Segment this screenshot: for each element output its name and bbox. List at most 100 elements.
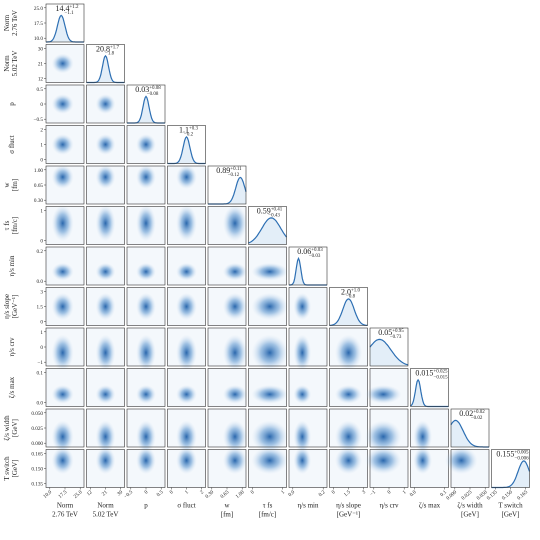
y-axis-label: ζ/s width (3, 415, 11, 441)
density-blob (365, 420, 402, 454)
x-tick-label: 0 (331, 489, 337, 496)
x-tick-label: 0 (386, 489, 392, 496)
density-blob (95, 384, 116, 404)
estimate-upper: +1.2 (69, 5, 79, 10)
density-blob (176, 384, 197, 404)
density-blob (136, 134, 156, 155)
y-tick-label: 25.0 (34, 6, 43, 12)
y-tick-label: 30 (38, 46, 44, 52)
estimate-upper: +0.03 (311, 248, 323, 253)
estimate-lower: −0.43 (268, 214, 280, 219)
estimate-annotation: 20.8+1.7 −1.8 (96, 45, 120, 57)
panel-frame (126, 368, 166, 407)
density-blob (222, 292, 248, 321)
density-blob (136, 292, 156, 321)
x-axis-label: τ fs (263, 502, 273, 510)
estimate-lower: −0.08 (147, 92, 159, 97)
estimate-annotation: 0.06+0.03 −0.03 (297, 247, 323, 259)
density-blob (95, 164, 116, 190)
panel-frame (86, 84, 125, 124)
panel-frame (410, 408, 449, 448)
panel-frame (126, 287, 166, 326)
density-blob (293, 292, 312, 321)
y-tick-label: 0.165 (31, 451, 43, 457)
panel-frame (207, 408, 247, 448)
x-axis-label: Norm (97, 502, 114, 510)
x-axis-label: T switch (498, 502, 523, 510)
density-blob (293, 384, 312, 404)
y-tick-label: 3 (40, 289, 43, 295)
y-axis-label: T switch (3, 456, 11, 481)
density-blob (222, 420, 248, 454)
density-blob (51, 262, 74, 281)
x-tick-label: 0.150 (501, 489, 514, 501)
panel-frame (329, 368, 368, 407)
y-axis-unit: [GeV] (11, 460, 19, 478)
density-fill (86, 55, 125, 83)
density-blob (51, 292, 74, 321)
density-blob (51, 204, 74, 242)
density-blob (334, 334, 363, 371)
panel-frame (410, 368, 449, 407)
y-tick-label: 12 (38, 77, 44, 83)
panel-frame (207, 368, 247, 407)
density-fill (208, 177, 246, 204)
panel-frame (450, 408, 490, 448)
x-axis-unit: 5.02 TeV (93, 511, 119, 519)
y-tick-label: 0.65 (34, 183, 43, 189)
panel-frame (288, 287, 328, 326)
density-blob (176, 164, 197, 190)
panel-frame (126, 327, 166, 367)
density-blob (136, 446, 156, 475)
estimate-value: 0.89 (216, 166, 230, 175)
density-blob (51, 53, 74, 74)
x-tick-label: 0.025 (460, 489, 473, 501)
panel-frame (207, 287, 247, 326)
density-fill (167, 136, 206, 164)
density-blob (251, 292, 289, 321)
panel-frame (207, 327, 247, 367)
estimate-value: 2.0 (341, 288, 351, 297)
panel-frame (248, 368, 287, 407)
x-tick-label: 0 (169, 489, 175, 496)
y-axis-label: Norm (3, 14, 11, 31)
y-axis-unit: [fm/c] (11, 217, 19, 235)
y-tick-label: −1 (37, 360, 43, 366)
density-blob (95, 446, 116, 475)
panel-frame (167, 165, 206, 205)
y-tick-label: 0.0 (37, 279, 44, 285)
x-tick-label: 0.2 (318, 489, 327, 498)
density-curve (369, 338, 409, 366)
x-tick-label: 1.00 (235, 489, 246, 500)
estimate-upper: +0.005 (514, 451, 529, 456)
y-axis-unit: 5.02 TeV (11, 51, 19, 77)
density-blob (51, 446, 74, 475)
y-axis-label: η/s crv (8, 337, 16, 357)
panel-frame (45, 206, 85, 245)
density-blob (136, 164, 156, 190)
density-fill (370, 339, 408, 366)
panel-frame (369, 368, 409, 407)
density-fill (46, 15, 84, 42)
estimate-lower: −0.73 (390, 335, 402, 340)
density-blob (413, 446, 433, 475)
y-tick-label: 0.050 (31, 411, 43, 417)
density-blob (95, 134, 116, 155)
panel-frame (86, 287, 125, 326)
x-tick-label: 0 (143, 489, 149, 496)
density-blob (176, 292, 197, 321)
y-tick-label: 1.5 (37, 305, 44, 311)
estimate-value: 0.05 (378, 328, 392, 337)
y-tick-label: 10.0 (34, 36, 43, 42)
x-axis-label: η/s min (298, 502, 319, 510)
x-tick-label: 25.0 (73, 489, 84, 500)
density-blob (413, 420, 433, 454)
panel-frame (248, 206, 287, 245)
density-blob (95, 334, 116, 371)
density-fill (289, 258, 327, 285)
estimate-lower: −0.015 (434, 376, 449, 381)
estimate-annotation: 1.1+0.3 −0.2 (179, 126, 199, 138)
estimate-value: 1.1 (179, 126, 189, 135)
panel-frame (207, 165, 247, 205)
panel-frame (207, 206, 247, 245)
